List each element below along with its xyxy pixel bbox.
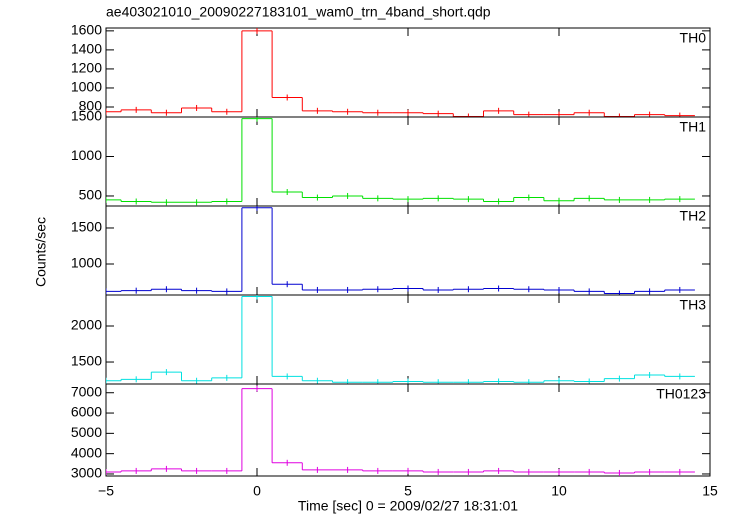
x-tick-label: 0 — [253, 483, 261, 499]
panel-label: TH0 — [680, 30, 707, 46]
y-tick-label: 1000 — [71, 79, 102, 95]
panel-label: TH2 — [680, 208, 707, 224]
y-tick-label: 5000 — [71, 424, 102, 440]
series — [106, 295, 695, 384]
y-tick-label: 1600 — [71, 22, 102, 38]
plot-frame — [105, 294, 711, 385]
x-axis-label: Time [sec] 0 = 2009/02/27 18:31:01 — [298, 498, 518, 514]
x-tick-label: −5 — [98, 483, 114, 499]
x-tick-label: 10 — [551, 483, 567, 499]
plot-frame — [105, 205, 711, 296]
y-tick-label: 1000 — [71, 255, 102, 271]
y-tick-label: 4000 — [71, 444, 102, 460]
y-tick-label: 7000 — [71, 383, 102, 399]
y-tick-label: 1200 — [71, 60, 102, 76]
y-tick-label: 1400 — [71, 41, 102, 57]
y-tick-label: 3000 — [71, 465, 102, 481]
series — [106, 28, 695, 117]
y-tick-label: 1500 — [71, 353, 102, 369]
series — [106, 206, 695, 295]
plot-frame — [105, 383, 711, 477]
series — [106, 385, 695, 476]
chart-title: ae403021010_20090227183101_wam0_trn_4ban… — [106, 4, 491, 20]
y-tick-label: 1000 — [71, 147, 102, 163]
y-tick-label: 1500 — [71, 219, 102, 235]
plot-frame — [105, 116, 711, 207]
panel-label: TH3 — [680, 297, 707, 313]
plot-frame — [105, 27, 711, 118]
y-tick-label: 6000 — [71, 404, 102, 420]
x-tick-label: 5 — [404, 483, 412, 499]
y-tick-label: 800 — [79, 98, 103, 114]
y-tick-label: 500 — [79, 187, 103, 203]
y-axis-label: Counts/sec — [33, 217, 49, 287]
panel-label: TH0123 — [656, 386, 706, 402]
y-tick-label: 2000 — [71, 317, 102, 333]
y-tick-label: 1500 — [71, 108, 102, 124]
panel-label: TH1 — [680, 119, 707, 135]
x-tick-label: 15 — [702, 483, 718, 499]
series — [106, 117, 695, 206]
